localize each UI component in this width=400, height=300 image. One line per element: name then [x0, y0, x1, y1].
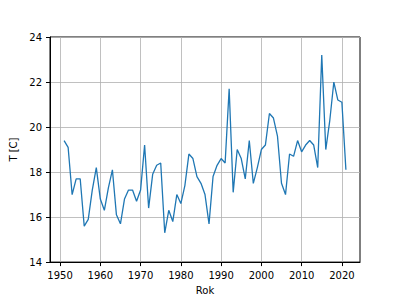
svg-text:2010: 2010: [289, 270, 314, 281]
svg-text:2020: 2020: [329, 270, 354, 281]
svg-text:1960: 1960: [88, 270, 113, 281]
svg-text:18: 18: [29, 167, 42, 178]
svg-text:1980: 1980: [168, 270, 193, 281]
svg-text:20: 20: [29, 122, 42, 133]
svg-text:2000: 2000: [249, 270, 274, 281]
svg-text:16: 16: [29, 212, 42, 223]
svg-text:22: 22: [29, 77, 42, 88]
svg-text:Rok: Rok: [196, 285, 215, 296]
svg-text:T [C]: T [C]: [8, 137, 19, 162]
svg-text:1990: 1990: [208, 270, 233, 281]
svg-text:14: 14: [29, 257, 42, 268]
svg-text:1950: 1950: [47, 270, 72, 281]
svg-text:1970: 1970: [128, 270, 153, 281]
svg-text:24: 24: [29, 32, 42, 43]
